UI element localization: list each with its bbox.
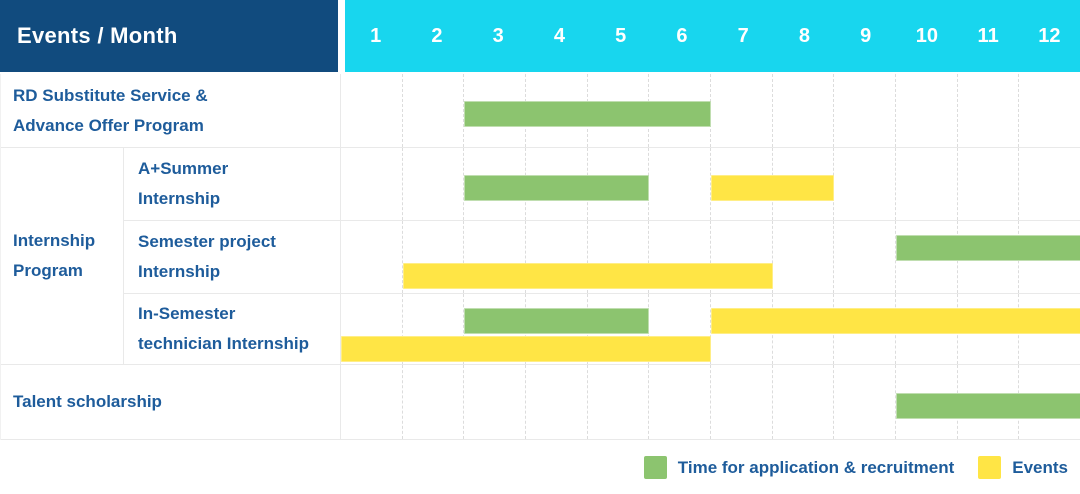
legend-swatch-yellow <box>978 456 1001 479</box>
month-grid-cell <box>773 74 835 147</box>
month-grid-cell <box>588 365 650 439</box>
row-label: A+SummerInternship <box>124 148 341 221</box>
gantt-body: RD Substitute Service &Advance Offer Pro… <box>0 74 1080 440</box>
bar-application <box>464 175 649 201</box>
gantt-row: RD Substitute Service &Advance Offer Pro… <box>1 74 1080 148</box>
row-bars-area <box>341 74 1080 148</box>
month-grid-cell <box>711 74 773 147</box>
month-grid-cell <box>958 148 1020 220</box>
month-header-cell: 5 <box>590 0 651 72</box>
month-header-cell: 8 <box>774 0 835 72</box>
month-grid-cell <box>1019 74 1080 147</box>
gantt-row: Talent scholarship <box>1 365 1080 440</box>
month-grid-cell <box>403 365 465 439</box>
bar-application <box>896 393 1080 419</box>
group-cell-internship-program: InternshipProgram <box>1 148 124 365</box>
month-header-cell: 9 <box>835 0 896 72</box>
row-bars-area <box>341 365 1080 440</box>
gantt-row: Semester projectInternship <box>1 221 1080 294</box>
row-bars-area <box>341 294 1080 365</box>
bar-event <box>403 263 773 289</box>
bar-application <box>896 235 1080 261</box>
month-header-cell: 7 <box>713 0 774 72</box>
bar-event <box>341 336 711 362</box>
row-bars-area <box>341 148 1080 221</box>
legend-swatch-green <box>644 456 667 479</box>
month-header-cell: 12 <box>1019 0 1080 72</box>
row-label: Semester projectInternship <box>124 221 341 294</box>
legend-item: Time for application & recruitment <box>644 456 954 479</box>
month-grid-cell <box>896 148 958 220</box>
month-header-cell: 4 <box>529 0 590 72</box>
month-grid-cell <box>341 74 403 147</box>
month-grid-cell <box>403 74 465 147</box>
month-grid-cell <box>896 74 958 147</box>
month-grid-cell <box>711 365 773 439</box>
month-grid-cell <box>834 221 896 293</box>
legend-item: Events <box>978 456 1068 479</box>
row-label: Talent scholarship <box>1 365 341 440</box>
month-grid-cell <box>773 365 835 439</box>
month-grid-cell <box>834 148 896 220</box>
month-grid-cell <box>341 221 403 293</box>
legend-label: Events <box>1012 458 1068 478</box>
month-grid-cell <box>649 365 711 439</box>
month-grid-cell <box>1019 148 1080 220</box>
month-grid-cell <box>526 365 588 439</box>
events-month-header: Events / Month <box>0 0 338 72</box>
gantt-chart: Events / Month 123456789101112 RD Substi… <box>0 0 1080 494</box>
month-header-cell: 10 <box>896 0 957 72</box>
month-grid-cell <box>773 221 835 293</box>
month-header-cell: 1 <box>345 0 406 72</box>
month-grid-cell <box>403 148 465 220</box>
month-grid-cell <box>341 148 403 220</box>
month-grid-cell <box>464 365 526 439</box>
gantt-row: A+SummerInternship <box>1 148 1080 221</box>
bar-application <box>464 101 711 127</box>
row-bars-area <box>341 221 1080 294</box>
month-header-cell: 2 <box>406 0 467 72</box>
month-grid-cell <box>649 148 711 220</box>
month-grid-cell <box>958 74 1020 147</box>
legend: Time for application & recruitment Events <box>644 456 1068 479</box>
bar-event <box>711 175 834 201</box>
bar-event <box>711 308 1080 334</box>
gantt-row: In-Semestertechnician Internship <box>1 294 1080 365</box>
month-header-cell: 3 <box>468 0 529 72</box>
month-grid-cell <box>834 74 896 147</box>
month-grid-cell <box>341 365 403 439</box>
month-header-row: 123456789101112 <box>345 0 1080 72</box>
row-label: In-Semestertechnician Internship <box>124 294 341 365</box>
row-label: RD Substitute Service &Advance Offer Pro… <box>1 74 341 148</box>
month-header-cell: 6 <box>651 0 712 72</box>
month-grid-cell <box>834 365 896 439</box>
month-header-cell: 11 <box>958 0 1019 72</box>
bar-application <box>464 308 649 334</box>
legend-label: Time for application & recruitment <box>678 458 954 478</box>
